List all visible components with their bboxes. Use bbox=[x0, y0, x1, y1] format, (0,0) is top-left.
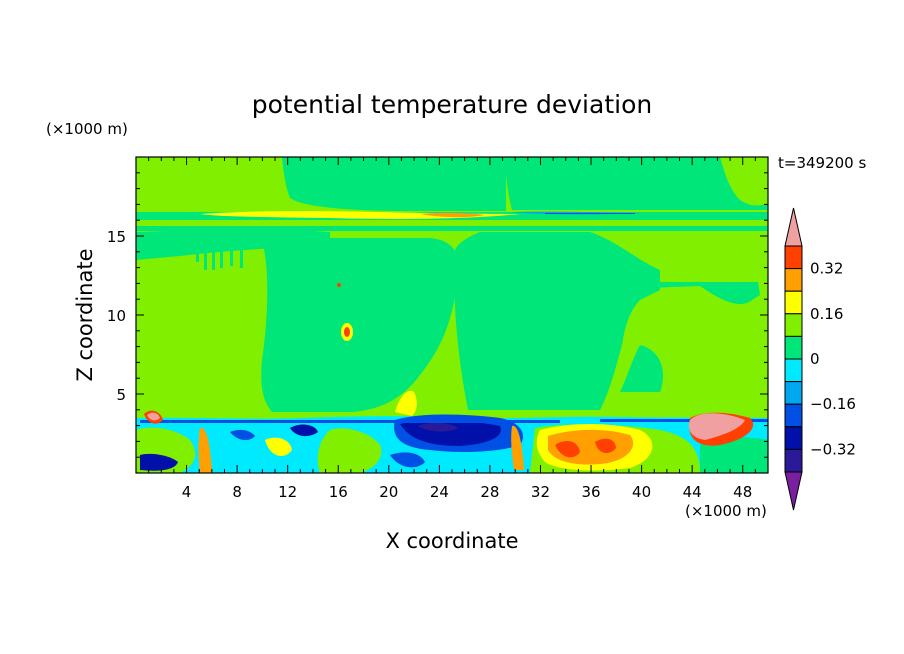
x-tick-label: 20 bbox=[379, 483, 398, 501]
colorbar-level bbox=[784, 426, 803, 450]
x-tick-label: 24 bbox=[430, 483, 449, 501]
colorbar-level bbox=[784, 358, 803, 383]
upper-dome-right bbox=[505, 157, 768, 210]
cold-pool-deep bbox=[418, 422, 458, 432]
colorbar-label: 0.16 bbox=[810, 305, 843, 323]
y-axis-label: Z coordinate bbox=[73, 248, 97, 381]
colorbar-labels: 0.32 0.16 0 −0.16 −0.32 bbox=[810, 260, 856, 459]
right-bump bbox=[648, 282, 760, 305]
y-tick-label: 10 bbox=[107, 307, 126, 325]
warm-column bbox=[198, 427, 212, 473]
warm-patch-right-peak bbox=[688, 413, 745, 440]
mid-plume-right bbox=[454, 232, 660, 410]
contour-field bbox=[136, 157, 768, 473]
colorbar-level bbox=[784, 335, 803, 360]
colorbar-label: 0 bbox=[810, 350, 820, 368]
colorbar-bottom-arrow bbox=[784, 471, 803, 511]
z-unit-label: (×1000 m) bbox=[46, 120, 128, 138]
y-tick-labels: 5 10 15 bbox=[107, 228, 126, 404]
colorbar-level bbox=[784, 268, 803, 292]
colorbar-top-arrow bbox=[784, 207, 803, 247]
x-tick-label: 16 bbox=[329, 483, 348, 501]
time-label: t=349200 s bbox=[778, 154, 866, 172]
warm-spot-core bbox=[344, 327, 350, 337]
warm-patch-left-peak bbox=[147, 412, 160, 421]
warm-pool-red-2 bbox=[595, 438, 616, 454]
colorbar-label: −0.32 bbox=[810, 440, 856, 458]
colorbar bbox=[784, 207, 803, 511]
x-axis-label: X coordinate bbox=[385, 529, 518, 553]
x-axis-ticks bbox=[148, 157, 756, 473]
cold-patch-2 bbox=[230, 429, 255, 441]
x-tick-label: 12 bbox=[278, 483, 297, 501]
warm-patch-yellow bbox=[265, 437, 292, 456]
cold-streak bbox=[140, 420, 560, 423]
colorbar-level bbox=[784, 448, 803, 473]
thin-layer bbox=[136, 226, 768, 231]
y-tick-label: 15 bbox=[107, 228, 126, 246]
cool-line-core bbox=[545, 213, 635, 214]
x-tick-label: 8 bbox=[232, 483, 242, 501]
colorbar-label: −0.16 bbox=[810, 395, 856, 413]
warm-updraft bbox=[395, 390, 417, 416]
colorbar-level bbox=[784, 381, 803, 405]
y-tick-label: 5 bbox=[116, 386, 126, 404]
cold-streak-right bbox=[600, 419, 768, 422]
colorbar-level bbox=[784, 313, 803, 337]
chart-title: potential temperature deviation bbox=[252, 90, 652, 119]
right-notch bbox=[620, 345, 664, 392]
y-axis-ticks bbox=[136, 172, 768, 458]
colorbar-level bbox=[784, 403, 803, 428]
x-tick-label: 32 bbox=[531, 483, 550, 501]
cold-patch-4 bbox=[290, 424, 318, 437]
warm-dot bbox=[337, 283, 341, 287]
gravity-wave-ripples bbox=[196, 230, 322, 296]
x-unit-label: (×1000 m) bbox=[685, 502, 767, 520]
colorbar-label: 0.32 bbox=[810, 260, 843, 278]
x-tick-label: 44 bbox=[683, 483, 702, 501]
boundary-green-mid bbox=[317, 428, 382, 473]
mid-plume-left bbox=[261, 238, 459, 412]
x-tick-label: 36 bbox=[581, 483, 600, 501]
colorbar-level bbox=[784, 290, 803, 315]
cold-pool-left bbox=[140, 453, 178, 471]
warm-column-2 bbox=[511, 425, 524, 470]
cold-patch-3 bbox=[390, 452, 425, 468]
warm-pool-red-1 bbox=[555, 440, 580, 458]
warm-core bbox=[420, 212, 485, 218]
x-tick-labels: 4 8 12 16 20 24 28 32 36 40 44 48 bbox=[182, 483, 752, 501]
x-tick-label: 48 bbox=[733, 483, 752, 501]
x-tick-label: 40 bbox=[632, 483, 651, 501]
boundary-green-far-right bbox=[700, 436, 768, 473]
upper-dome-left bbox=[282, 157, 506, 211]
warm-streak bbox=[200, 211, 520, 219]
colorbar-level bbox=[784, 245, 803, 270]
x-tick-label: 28 bbox=[480, 483, 499, 501]
x-tick-label: 4 bbox=[182, 483, 192, 501]
